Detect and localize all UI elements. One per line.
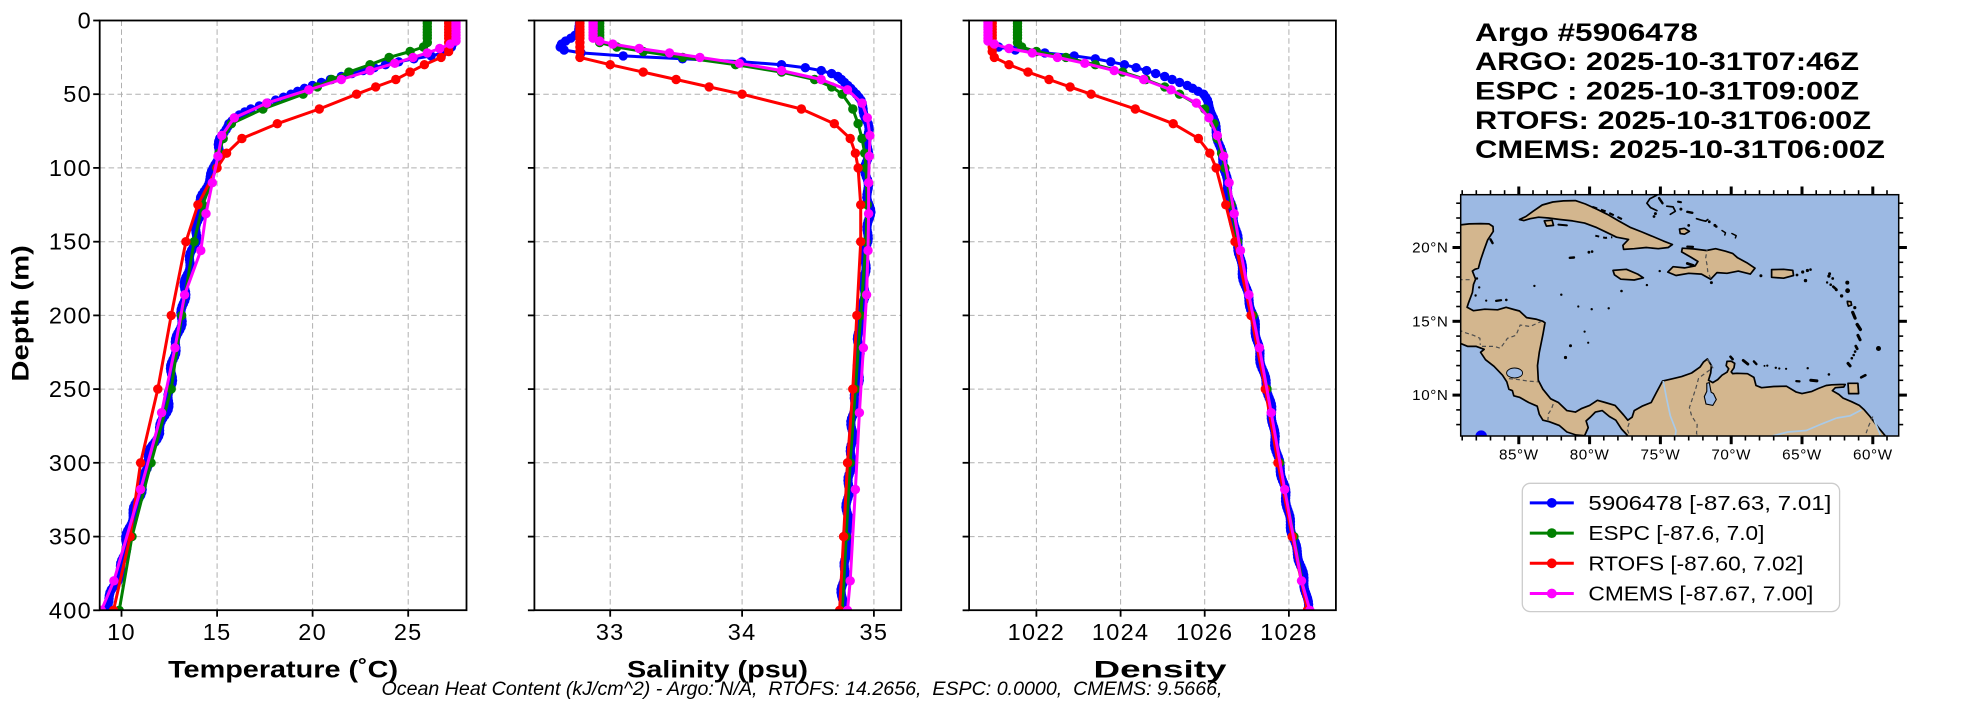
svg-text:15°N: 15°N bbox=[1412, 313, 1448, 330]
svg-text:RTOFS [-87.60, 7.02]: RTOFS [-87.60, 7.02] bbox=[1588, 553, 1803, 575]
svg-text:15: 15 bbox=[203, 619, 232, 645]
svg-text:35: 35 bbox=[860, 619, 889, 645]
svg-text:CMEMS: 2025-10-31T06:00Z: CMEMS: 2025-10-31T06:00Z bbox=[1475, 136, 1885, 164]
svg-text:65°W: 65°W bbox=[1782, 447, 1822, 464]
svg-text:1022: 1022 bbox=[1008, 619, 1065, 645]
svg-text:20°N: 20°N bbox=[1412, 240, 1448, 257]
svg-text:300: 300 bbox=[49, 450, 92, 476]
svg-text:1028: 1028 bbox=[1260, 619, 1317, 645]
svg-text:50: 50 bbox=[63, 81, 92, 107]
svg-text:350: 350 bbox=[49, 524, 92, 550]
svg-text:85°W: 85°W bbox=[1499, 447, 1539, 464]
svg-text:1024: 1024 bbox=[1092, 619, 1149, 645]
svg-text:70°W: 70°W bbox=[1711, 447, 1751, 464]
svg-text:200: 200 bbox=[49, 302, 92, 328]
svg-text:Salinity (psu): Salinity (psu) bbox=[627, 657, 808, 684]
svg-text:CMEMS [-87.67, 7.00]: CMEMS [-87.67, 7.00] bbox=[1588, 584, 1813, 606]
svg-text:150: 150 bbox=[49, 229, 92, 255]
svg-text:20: 20 bbox=[298, 619, 327, 645]
svg-text:Depth (m): Depth (m) bbox=[8, 245, 35, 382]
svg-text:0: 0 bbox=[78, 8, 92, 34]
svg-text:Density: Density bbox=[1094, 657, 1228, 684]
svg-text:250: 250 bbox=[49, 376, 92, 402]
svg-text:80°W: 80°W bbox=[1570, 447, 1610, 464]
svg-text:33: 33 bbox=[596, 619, 625, 645]
svg-text:ARGO: 2025-10-31T07:46Z: ARGO: 2025-10-31T07:46Z bbox=[1475, 48, 1859, 76]
svg-text:100: 100 bbox=[49, 155, 92, 181]
svg-text:34: 34 bbox=[728, 619, 757, 645]
svg-text:10: 10 bbox=[107, 619, 136, 645]
svg-text:Argo #5906478: Argo #5906478 bbox=[1475, 19, 1698, 47]
svg-text:1026: 1026 bbox=[1176, 619, 1233, 645]
svg-text:10°N: 10°N bbox=[1412, 387, 1448, 404]
svg-text:60°W: 60°W bbox=[1853, 447, 1893, 464]
svg-text:ESPC [-87.6, 7.0]: ESPC [-87.6, 7.0] bbox=[1588, 523, 1764, 545]
svg-text:25: 25 bbox=[394, 619, 423, 645]
svg-text:RTOFS: 2025-10-31T06:00Z: RTOFS: 2025-10-31T06:00Z bbox=[1475, 107, 1871, 135]
svg-text:5906478 [-87.63, 7.01]: 5906478 [-87.63, 7.01] bbox=[1588, 493, 1831, 515]
svg-text:Ocean Heat Content (kJ/cm^2) -: Ocean Heat Content (kJ/cm^2) - Argo: N/A… bbox=[382, 679, 1223, 700]
svg-text:ESPC : 2025-10-31T09:00Z: ESPC : 2025-10-31T09:00Z bbox=[1475, 78, 1859, 106]
svg-text:Temperature (˚C): Temperature (˚C) bbox=[168, 657, 398, 684]
svg-text:400: 400 bbox=[49, 597, 92, 623]
svg-text:75°W: 75°W bbox=[1641, 447, 1681, 464]
